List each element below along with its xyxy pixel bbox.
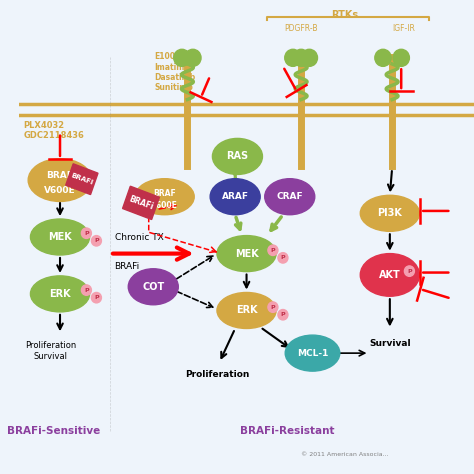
Circle shape xyxy=(268,245,278,255)
Text: BRAFi: BRAFi xyxy=(115,262,140,271)
Text: MEK: MEK xyxy=(48,232,72,242)
Polygon shape xyxy=(66,164,98,194)
Text: BRAFi-Sensitive: BRAFi-Sensitive xyxy=(7,426,100,437)
Text: MEK: MEK xyxy=(235,248,258,259)
Text: CRAF: CRAF xyxy=(276,192,303,201)
Text: BRAFi: BRAFi xyxy=(70,173,94,186)
Text: IGF-IR: IGF-IR xyxy=(392,24,415,33)
Text: P: P xyxy=(84,231,89,236)
Text: P: P xyxy=(281,255,285,260)
Ellipse shape xyxy=(28,159,92,201)
Text: COT: COT xyxy=(142,282,164,292)
Polygon shape xyxy=(123,186,159,219)
Text: PLX4032
GDC2118436: PLX4032 GDC2118436 xyxy=(24,121,84,140)
Text: BRAF: BRAF xyxy=(46,172,73,180)
Circle shape xyxy=(301,49,318,66)
Ellipse shape xyxy=(30,276,90,312)
Circle shape xyxy=(393,49,410,66)
Text: Survival: Survival xyxy=(369,339,410,348)
Ellipse shape xyxy=(265,179,315,215)
Circle shape xyxy=(174,49,190,66)
Ellipse shape xyxy=(217,292,276,328)
Circle shape xyxy=(82,228,91,238)
Text: P: P xyxy=(94,238,99,243)
Text: ERK: ERK xyxy=(236,305,257,316)
Text: RTKs: RTKs xyxy=(331,10,358,20)
Text: BRAF: BRAF xyxy=(153,189,176,198)
Ellipse shape xyxy=(135,179,194,215)
Text: BRAFi: BRAFi xyxy=(128,194,155,211)
Ellipse shape xyxy=(30,219,90,255)
Circle shape xyxy=(404,266,414,276)
Text: P: P xyxy=(271,305,275,310)
Circle shape xyxy=(278,253,288,263)
Ellipse shape xyxy=(217,236,276,272)
Text: E10030
Imatinib
Dasatinib
Sunitinib: E10030 Imatinib Dasatinib Sunitinib xyxy=(155,52,196,92)
Text: P: P xyxy=(281,312,285,317)
Circle shape xyxy=(285,49,301,66)
Text: V600E: V600E xyxy=(151,201,178,210)
Circle shape xyxy=(185,49,201,66)
Text: PDGFR-B: PDGFR-B xyxy=(284,24,318,33)
Text: © 2011 American Associa...: © 2011 American Associa... xyxy=(301,452,389,456)
Text: V600E: V600E xyxy=(44,186,76,195)
Text: MCL-1: MCL-1 xyxy=(297,349,328,357)
Text: BRAFi-Resistant: BRAFi-Resistant xyxy=(240,426,335,437)
Circle shape xyxy=(268,302,278,312)
Ellipse shape xyxy=(285,335,340,371)
Text: P: P xyxy=(271,248,275,253)
Text: ERK: ERK xyxy=(49,289,71,299)
Text: Proliferation: Proliferation xyxy=(185,370,249,379)
Ellipse shape xyxy=(360,195,419,231)
Text: P: P xyxy=(407,269,412,273)
Text: P: P xyxy=(94,295,99,300)
Text: Chronic TX: Chronic TX xyxy=(115,233,164,242)
Circle shape xyxy=(82,285,91,295)
Text: ARAF: ARAF xyxy=(222,192,249,201)
Circle shape xyxy=(278,310,288,320)
Text: PI3K: PI3K xyxy=(377,208,402,219)
Text: Proliferation
Survival: Proliferation Survival xyxy=(25,341,76,361)
Ellipse shape xyxy=(210,179,260,215)
Circle shape xyxy=(375,49,391,66)
Ellipse shape xyxy=(212,138,263,174)
Circle shape xyxy=(91,292,101,303)
Ellipse shape xyxy=(360,254,419,296)
Ellipse shape xyxy=(128,269,178,305)
Text: AKT: AKT xyxy=(379,270,401,280)
Text: P: P xyxy=(84,288,89,292)
Circle shape xyxy=(293,49,310,66)
Circle shape xyxy=(91,236,101,246)
Text: RAS: RAS xyxy=(227,151,248,162)
